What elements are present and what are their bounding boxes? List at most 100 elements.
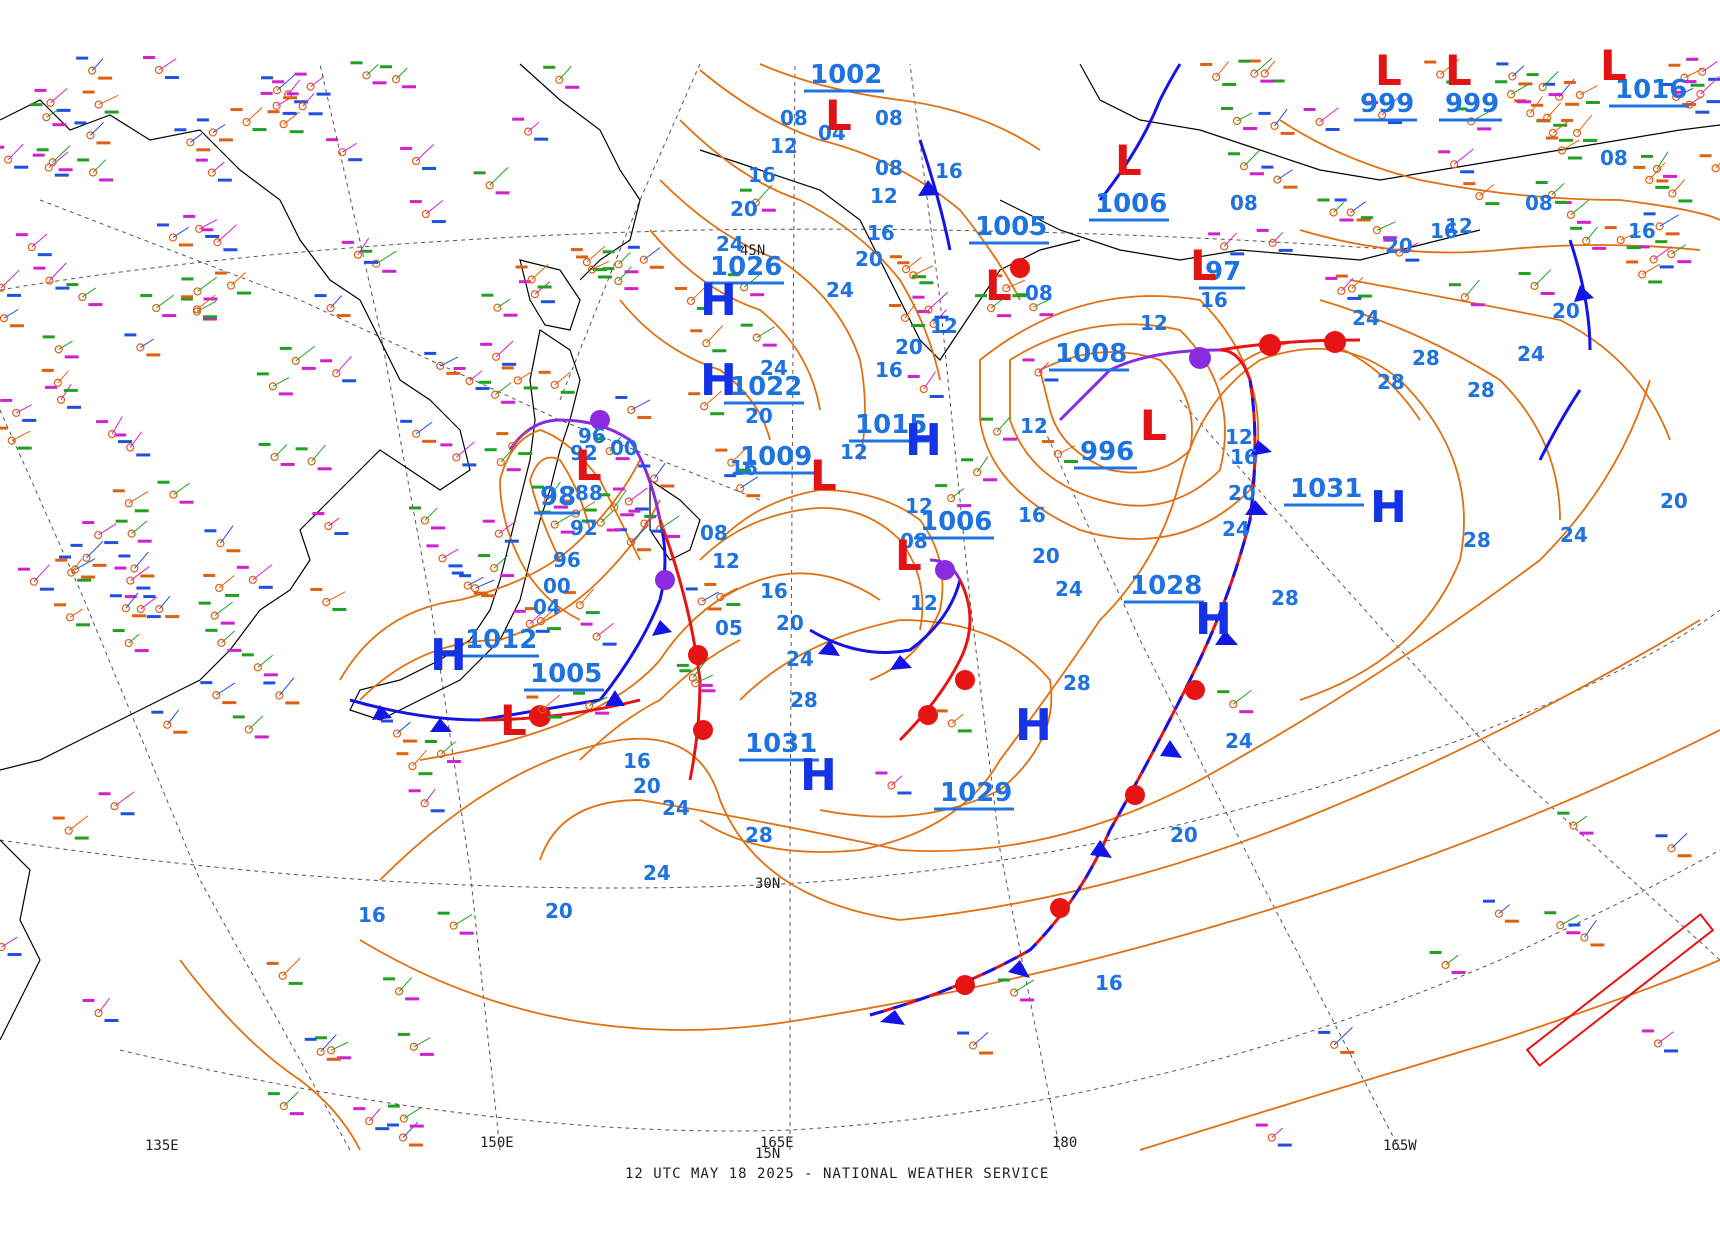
station-circle	[54, 345, 63, 354]
station-circle	[279, 120, 288, 129]
station-temp-mark	[33, 266, 46, 270]
station-pressure-mark	[1339, 218, 1354, 222]
station-pressure-mark	[81, 575, 96, 579]
cold-front-triangle	[430, 718, 452, 732]
station-circle	[639, 255, 648, 264]
station-wind-barb	[1232, 689, 1252, 705]
station-temp-mark	[236, 565, 249, 569]
station-plot	[1325, 276, 1362, 300]
station-circle	[919, 384, 928, 394]
station-circle	[78, 292, 87, 302]
kuril-island	[649, 478, 701, 561]
station-pressure-mark	[104, 110, 119, 114]
station-pressure-mark	[534, 137, 549, 141]
station-pressure-mark	[707, 607, 722, 611]
station-temp-mark	[612, 487, 625, 491]
station-circle	[463, 581, 472, 590]
station-plot	[598, 489, 635, 517]
station-circle	[420, 799, 429, 808]
isobar-92-ring	[529, 456, 591, 561]
station-temp-mark	[674, 286, 687, 290]
station-circle	[53, 378, 62, 387]
station-wind-barb	[692, 661, 706, 679]
low-1005-w-value: 1005	[530, 659, 602, 689]
station-pressure-mark	[1356, 218, 1371, 222]
station-temp-mark	[261, 76, 274, 80]
station-wind-barb	[1341, 277, 1354, 292]
station-temp-mark	[563, 591, 576, 595]
station-wind-barb	[221, 630, 236, 644]
station-pressure-mark	[77, 578, 92, 582]
station-wind-barb	[248, 715, 264, 730]
station-circle	[1696, 90, 1705, 99]
station-pressure-mark	[696, 306, 711, 310]
station-circle	[1526, 109, 1535, 118]
station-temp-mark	[1642, 1029, 1655, 1033]
station-temp-mark	[200, 681, 213, 685]
station-pressure-mark	[1470, 303, 1485, 307]
station-circle	[44, 163, 53, 172]
station-pressure-mark	[337, 1056, 352, 1060]
station-pressure-mark	[7, 953, 22, 957]
low-1006-n-value: 1006	[1095, 189, 1167, 219]
station-wind-barb	[618, 251, 631, 265]
station-pressure-mark	[146, 615, 161, 619]
isobar-label: 20	[1552, 299, 1580, 323]
station-circle	[525, 619, 534, 628]
station-pressure-mark	[919, 281, 934, 285]
cold-front-triangle	[918, 180, 940, 196]
cold-front-triangle	[818, 640, 840, 656]
isobar-label: 08	[1525, 191, 1553, 215]
station-wind-barb	[1277, 169, 1293, 181]
station-plot	[451, 571, 488, 595]
station-circle	[1002, 284, 1011, 293]
station-wind-barb	[218, 575, 235, 589]
station-temp-mark	[196, 118, 209, 122]
station-circle	[727, 458, 736, 467]
isobar-label: 08	[875, 106, 903, 130]
station-plot	[66, 283, 103, 307]
station-wind-barb	[166, 709, 180, 726]
station-wind-barb	[1534, 269, 1552, 287]
kamchatka-coast	[699, 149, 1081, 361]
station-temp-mark	[52, 816, 65, 820]
isobar-label: 12	[1445, 214, 1473, 238]
station-plot	[54, 603, 91, 627]
station-temp-mark	[1536, 118, 1549, 122]
station-wind-barb	[659, 515, 680, 530]
station-plot	[114, 566, 151, 590]
station-temp-mark	[704, 582, 717, 586]
low-999-a-value: 999	[1360, 89, 1414, 119]
station-temp-mark	[1317, 198, 1330, 202]
station-plot	[1022, 358, 1059, 382]
station-pressure-mark	[502, 362, 517, 366]
station-circle	[543, 495, 553, 504]
station-plot	[538, 370, 575, 394]
station-plot	[76, 56, 113, 80]
station-wind-barb	[396, 721, 411, 734]
station-temp-mark	[518, 280, 531, 284]
station-wind-barb	[328, 517, 340, 527]
station-pressure-mark	[737, 468, 752, 472]
station-wind-barb	[701, 591, 719, 602]
cold-front-ne-2	[1538, 389, 1582, 461]
station-wind-barb	[1510, 83, 1530, 95]
station-pressure-mark	[553, 505, 568, 509]
station-circle	[322, 597, 331, 607]
station-plot	[501, 366, 538, 390]
isobar-label: 05	[715, 616, 743, 640]
station-wind-barb	[50, 88, 68, 104]
station-plot	[1518, 269, 1555, 296]
japan-hokkaido	[519, 259, 581, 331]
station-pressure-mark	[501, 400, 516, 404]
station-pressure-mark	[649, 265, 664, 269]
isobar-label: 08	[1230, 191, 1258, 215]
station-pressure-mark	[650, 529, 665, 533]
station-pressure-mark	[666, 534, 681, 538]
station-wind-barb	[283, 1091, 299, 1107]
station-wind-barb	[276, 74, 295, 91]
isobar-label: 20	[1660, 489, 1688, 513]
station-circle	[207, 168, 216, 177]
station-wind-barb	[1333, 1026, 1353, 1046]
station-circle	[326, 303, 335, 313]
